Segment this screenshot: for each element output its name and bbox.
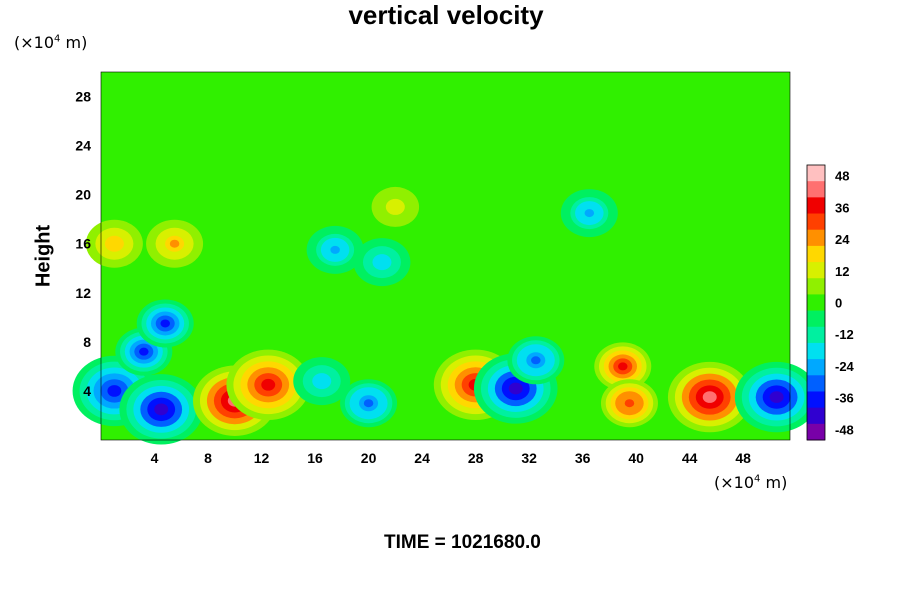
colorbar-tick-label: -48 <box>835 422 854 437</box>
colorbar-swatch <box>807 229 825 247</box>
y-tick-label: 8 <box>83 334 91 350</box>
heatmap-cell <box>507 336 565 385</box>
colorbar-tick-label: 12 <box>835 264 849 279</box>
colorbar-border <box>806 164 826 441</box>
contour-level <box>154 403 169 416</box>
contour-level <box>169 239 180 248</box>
heatmap-cell <box>293 357 351 406</box>
plot-border <box>100 71 791 441</box>
heatmap-cell <box>306 225 364 274</box>
x-tick-label: 44 <box>682 450 698 466</box>
contour-level <box>624 399 635 408</box>
colorbar-swatch <box>807 213 825 231</box>
contour-level <box>769 391 784 403</box>
heatmap-cell <box>146 219 204 268</box>
heatmap-cell <box>667 361 752 433</box>
contour-level <box>390 202 401 211</box>
y-tick-label: 28 <box>75 89 91 105</box>
colorbar-swatch <box>807 375 825 392</box>
heatmap-cell <box>136 299 194 348</box>
heatmap-cell <box>226 349 311 420</box>
colorbar-swatch <box>807 245 825 263</box>
colorbar-swatch <box>807 359 825 376</box>
y-tick-label: 16 <box>75 236 91 252</box>
heatmap-cell <box>119 374 204 445</box>
y-tick-label: 4 <box>83 383 91 399</box>
colorbar-tick-label: -24 <box>835 359 855 374</box>
colorbar-swatch <box>807 310 825 328</box>
contour-level <box>139 347 149 356</box>
contour-level <box>261 378 276 391</box>
y-axis-unit: (×104 m) <box>14 33 88 52</box>
heatmap-cell <box>600 379 658 428</box>
plot-area <box>72 71 819 445</box>
heatmap-cell <box>560 189 618 238</box>
y-tick-label: 24 <box>75 138 91 154</box>
x-tick-label: 40 <box>628 450 644 466</box>
heatmap-cell <box>85 219 143 268</box>
colorbar-swatch <box>807 294 825 312</box>
colorbar-swatch <box>807 197 825 215</box>
colorbar-swatch <box>807 407 825 425</box>
colorbar-swatch <box>807 165 825 182</box>
colorbar-swatch <box>807 326 825 344</box>
contour-level <box>316 377 327 386</box>
colorbar-swatch <box>807 342 825 360</box>
y-tick-labels: 4 8 12 16 20 24 28 <box>75 89 91 399</box>
x-axis-unit: (×104 m) <box>714 473 788 492</box>
contour-level <box>702 391 717 403</box>
heatmap-cell <box>353 238 411 287</box>
contour-level <box>330 245 340 254</box>
contour-level <box>160 319 170 328</box>
heatmap-cell <box>340 379 398 428</box>
y-tick-label: 12 <box>75 285 91 301</box>
colorbar-tick-label: -12 <box>835 327 854 342</box>
x-tick-label: 32 <box>521 450 537 466</box>
colorbar: 48 36 24 12 0 -12 -24 -36 -48 <box>806 164 855 441</box>
contour-level <box>584 209 595 218</box>
x-tick-label: 28 <box>468 450 484 466</box>
colorbar-swatch <box>807 278 825 295</box>
colorbar-tick-label: 24 <box>835 232 850 247</box>
colorbar-swatch <box>807 181 825 198</box>
x-tick-label: 24 <box>414 450 430 466</box>
contour-level <box>107 385 122 397</box>
y-tick-label: 20 <box>75 187 91 203</box>
contour-level <box>508 382 523 395</box>
colorbar-swatch <box>807 262 825 279</box>
x-tick-label: 8 <box>204 450 212 466</box>
contour-level <box>109 239 120 248</box>
x-tick-label: 4 <box>151 450 159 466</box>
colorbar-tick-label: 0 <box>835 296 842 311</box>
colorbar-tick-label: 48 <box>835 169 849 184</box>
x-tick-label: 12 <box>254 450 270 466</box>
heatmap-cell <box>734 361 819 433</box>
contour-level <box>618 362 628 371</box>
colorbar-swatch <box>807 391 825 409</box>
heatmap-cell <box>594 342 652 391</box>
x-tick-label: 48 <box>735 450 751 466</box>
x-tick-label: 36 <box>575 450 591 466</box>
colorbar-tick-label: 36 <box>835 200 849 215</box>
colorbar-tick-label: -36 <box>835 391 854 406</box>
chart-title: vertical velocity <box>348 0 544 30</box>
contour-level <box>363 399 374 408</box>
x-tick-label: 20 <box>361 450 377 466</box>
contour-level <box>377 258 387 267</box>
heatmap-cell <box>366 182 424 231</box>
x-tick-label: 16 <box>307 450 323 466</box>
colorbar-swatch <box>807 423 825 441</box>
time-label: TIME = 1021680.0 <box>384 532 541 553</box>
x-tick-labels: 4 8 12 16 20 24 28 32 36 40 44 48 <box>151 450 752 466</box>
contour-level <box>531 356 541 365</box>
